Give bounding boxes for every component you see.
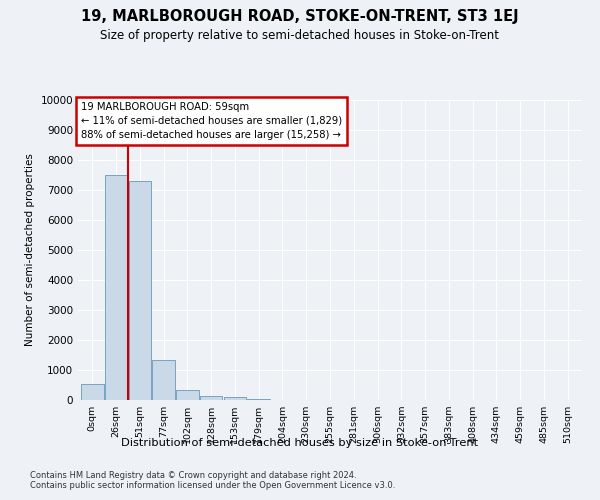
Bar [152,360,175,400]
Text: Contains public sector information licensed under the Open Government Licence v3: Contains public sector information licen… [30,480,395,490]
Text: 19 MARLBOROUGH ROAD: 59sqm
← 11% of semi-detached houses are smaller (1,829)
88%: 19 MARLBOROUGH ROAD: 59sqm ← 11% of semi… [80,102,341,140]
Text: Distribution of semi-detached houses by size in Stoke-on-Trent: Distribution of semi-detached houses by … [121,438,479,448]
Bar [81,384,104,400]
Bar [200,396,223,400]
Bar [224,397,246,400]
Bar [176,390,199,400]
Text: Contains HM Land Registry data © Crown copyright and database right 2024.: Contains HM Land Registry data © Crown c… [30,470,356,480]
Y-axis label: Number of semi-detached properties: Number of semi-detached properties [25,154,35,346]
Bar [128,181,151,400]
Text: Size of property relative to semi-detached houses in Stoke-on-Trent: Size of property relative to semi-detach… [101,29,499,42]
Bar [247,398,270,400]
Text: 19, MARLBOROUGH ROAD, STOKE-ON-TRENT, ST3 1EJ: 19, MARLBOROUGH ROAD, STOKE-ON-TRENT, ST… [81,10,519,24]
Bar [105,175,127,400]
